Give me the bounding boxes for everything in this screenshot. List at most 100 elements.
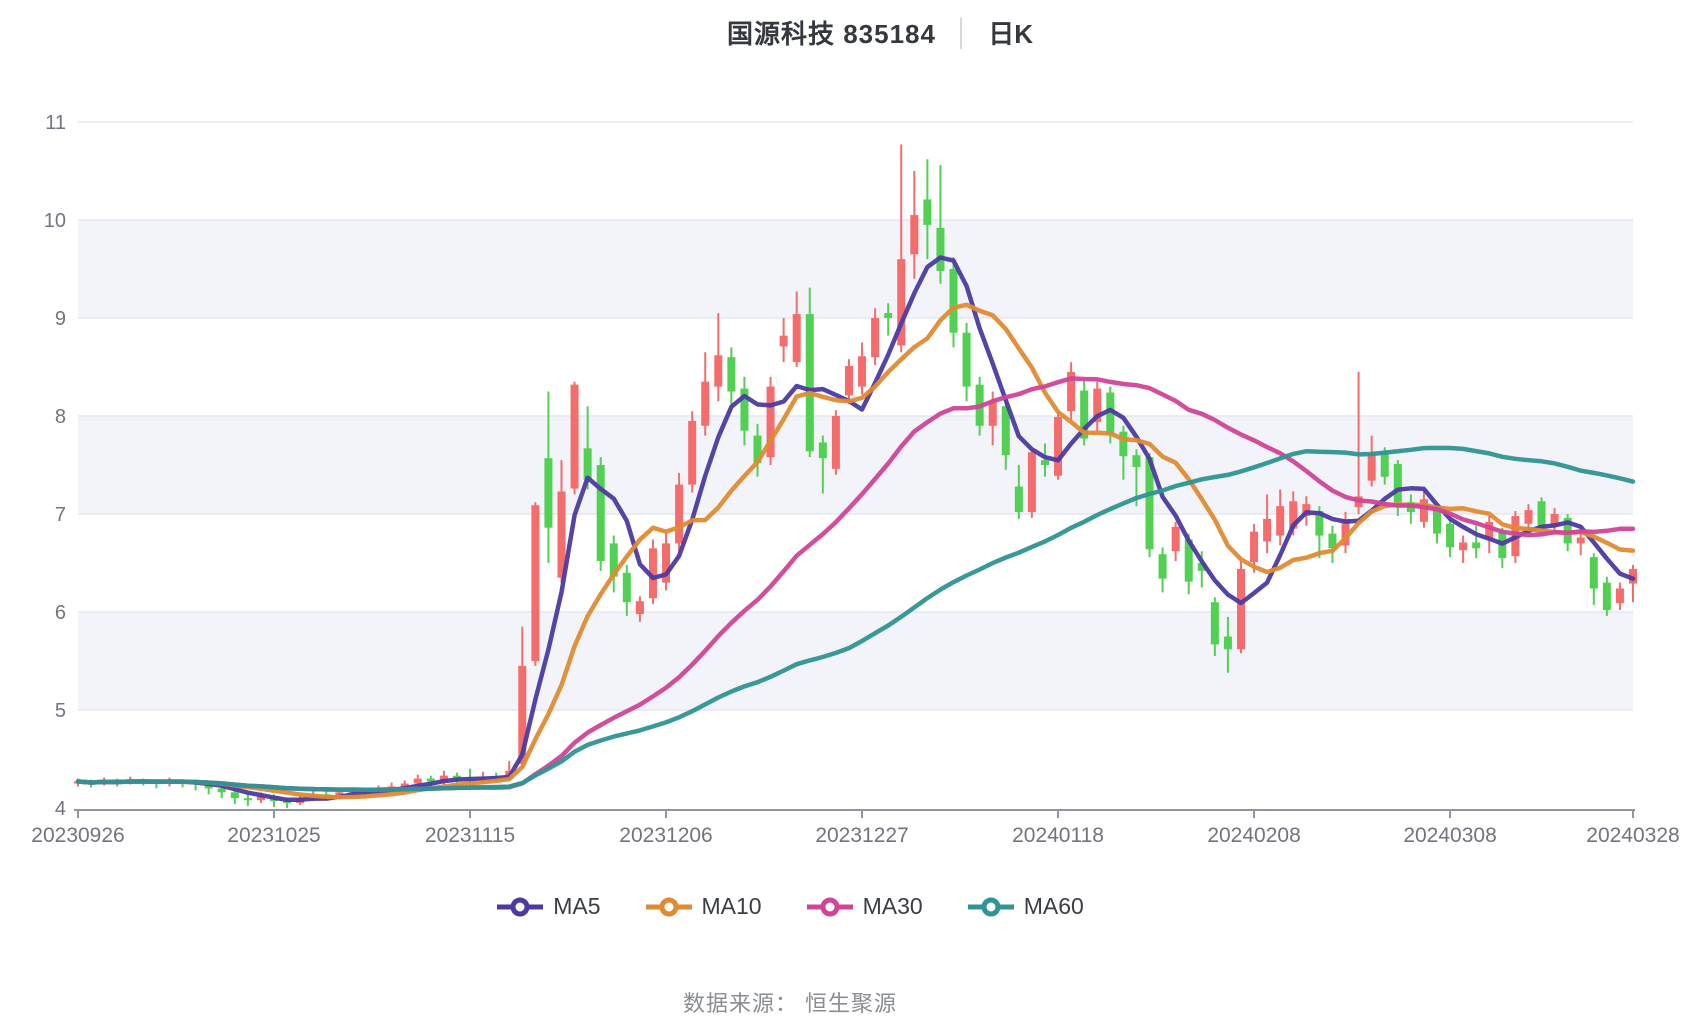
candle[interactable] (622, 572, 631, 603)
candle[interactable] (1145, 457, 1154, 550)
candle[interactable] (1223, 636, 1232, 650)
ma5-line (75, 255, 1636, 803)
candle[interactable] (335, 792, 344, 797)
candle[interactable] (1341, 518, 1350, 546)
candle[interactable] (1093, 388, 1102, 422)
candle[interactable] (518, 665, 527, 764)
candle[interactable] (858, 356, 867, 387)
candle[interactable] (557, 491, 566, 578)
candle[interactable] (871, 318, 880, 358)
candle[interactable] (792, 314, 801, 363)
candle[interactable] (596, 465, 605, 562)
candle[interactable] (962, 332, 971, 387)
candle[interactable] (1119, 431, 1128, 457)
legend-item-ma10[interactable]: MA10 (645, 893, 762, 920)
candle[interactable] (1576, 537, 1585, 544)
grid-band (78, 220, 1633, 318)
candle[interactable] (1106, 392, 1115, 434)
candle[interactable] (1328, 533, 1337, 549)
legend-item-ma5[interactable]: MA5 (496, 893, 601, 920)
candle[interactable] (753, 435, 762, 464)
candle[interactable] (1197, 563, 1206, 571)
candle[interactable] (818, 442, 827, 459)
candle[interactable] (1132, 455, 1141, 467)
candle[interactable] (544, 458, 553, 528)
candle[interactable] (426, 778, 435, 782)
candle[interactable] (805, 314, 814, 452)
candle[interactable] (779, 335, 788, 347)
candle[interactable] (740, 388, 749, 431)
candle[interactable] (988, 401, 997, 426)
candle[interactable] (1171, 526, 1180, 552)
candle[interactable] (688, 420, 697, 485)
candle[interactable] (1276, 506, 1285, 536)
candle[interactable] (662, 543, 671, 583)
candle[interactable] (1236, 568, 1245, 650)
candle[interactable] (283, 801, 292, 804)
legend-label: MA60 (1023, 893, 1084, 919)
candle[interactable] (1080, 390, 1089, 439)
candle[interactable] (609, 543, 618, 577)
candle[interactable] (204, 784, 213, 789)
candle[interactable] (1432, 509, 1441, 534)
candle[interactable] (1629, 568, 1637, 584)
candle[interactable] (1289, 501, 1298, 529)
candle[interactable] (230, 792, 239, 799)
legend-item-ma30[interactable]: MA30 (806, 893, 923, 920)
candle[interactable] (583, 448, 592, 480)
candle[interactable] (831, 416, 840, 469)
candle[interactable] (413, 778, 422, 784)
candle[interactable] (1393, 464, 1402, 503)
candle[interactable] (1446, 523, 1455, 548)
candle[interactable] (897, 259, 906, 346)
candle[interactable] (1419, 499, 1428, 522)
candle[interactable] (936, 227, 945, 271)
candle[interactable] (1615, 588, 1624, 604)
candle[interactable] (701, 381, 710, 426)
candle[interactable] (1589, 557, 1598, 589)
candle[interactable] (1380, 452, 1389, 477)
candle[interactable] (1302, 504, 1311, 516)
candle[interactable] (1602, 582, 1611, 611)
y-axis-label: 8 (55, 406, 66, 428)
candle[interactable] (1027, 452, 1036, 513)
candle[interactable] (727, 357, 736, 392)
candle[interactable] (1263, 518, 1272, 542)
candle[interactable] (1210, 602, 1219, 645)
candle[interactable] (635, 601, 644, 614)
candle[interactable] (1367, 454, 1376, 481)
candle[interactable] (1315, 511, 1324, 536)
candle[interactable] (766, 386, 775, 458)
candle[interactable] (531, 505, 540, 661)
candle[interactable] (1054, 416, 1063, 476)
candle[interactable] (439, 775, 448, 782)
candle[interactable] (1014, 486, 1023, 513)
candle[interactable] (1158, 554, 1167, 579)
candle[interactable] (1040, 460, 1049, 465)
candle[interactable] (1067, 371, 1076, 412)
candle[interactable] (1184, 539, 1193, 582)
legend-item-ma60[interactable]: MA60 (967, 893, 1084, 920)
candle[interactable] (910, 215, 919, 255)
candle[interactable] (217, 788, 226, 793)
candle[interactable] (1459, 542, 1468, 551)
candle[interactable] (243, 798, 252, 801)
candle[interactable] (884, 313, 893, 318)
candle[interactable] (1472, 542, 1481, 549)
candle[interactable] (844, 366, 853, 396)
candle[interactable] (949, 269, 958, 333)
candle[interactable] (570, 384, 579, 489)
candle[interactable] (675, 484, 684, 544)
candle[interactable] (1524, 510, 1533, 524)
kline-chart[interactable]: 4 5 6 7 8 9 10 11 20230926 20231025 20231115 202312… (0, 0, 1700, 870)
candle[interactable] (1001, 406, 1010, 456)
candle[interactable] (923, 199, 932, 225)
candle[interactable] (452, 775, 461, 779)
candle[interactable] (1550, 514, 1559, 527)
candle[interactable] (1537, 501, 1546, 529)
candle[interactable] (400, 783, 409, 787)
candle[interactable] (256, 796, 265, 801)
candle[interactable] (648, 548, 657, 599)
candle[interactable] (714, 355, 723, 387)
candle[interactable] (1250, 531, 1259, 563)
